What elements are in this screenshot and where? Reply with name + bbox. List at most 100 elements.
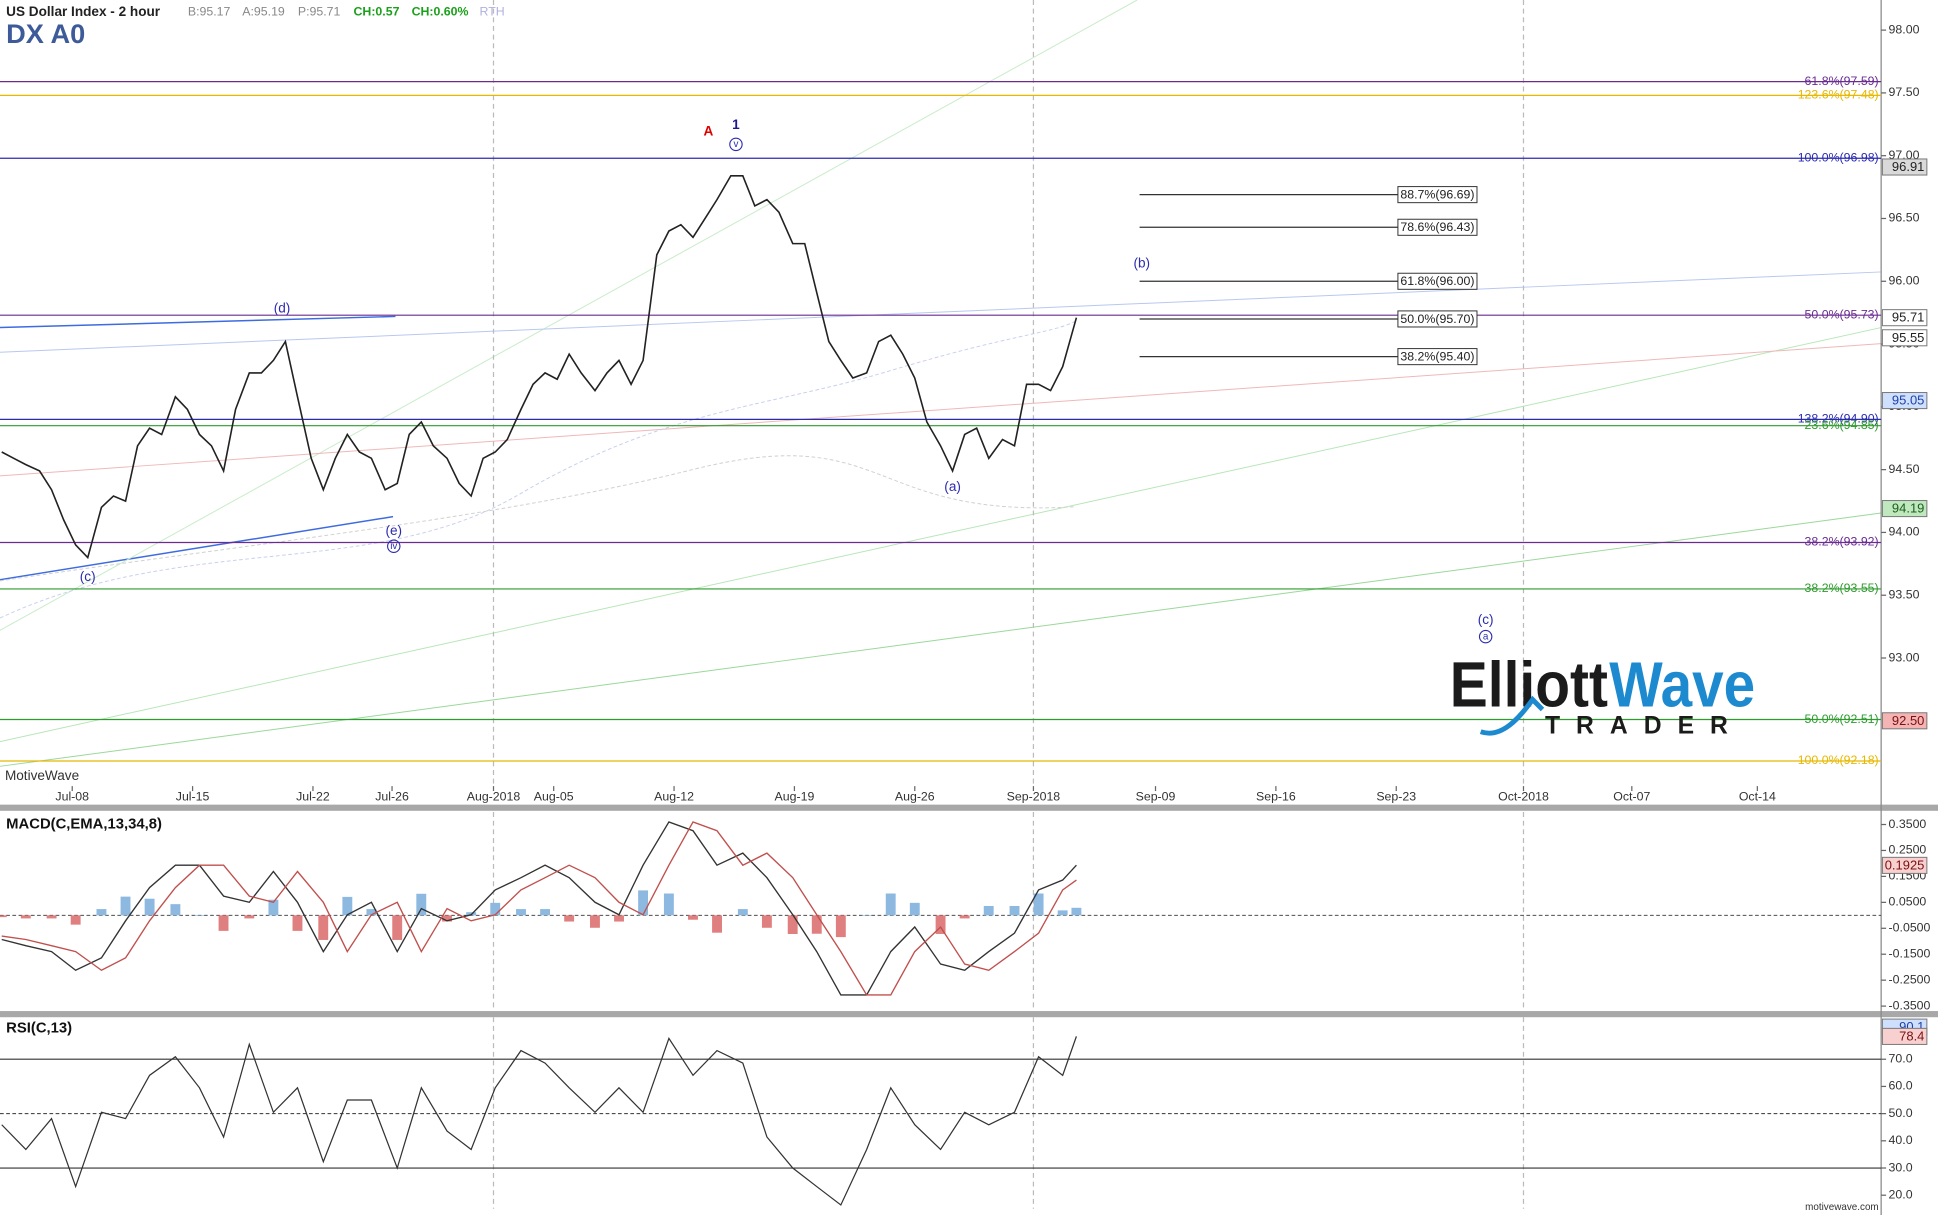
y-tick-label: 94.50: [1889, 462, 1920, 476]
histogram-bar: [909, 902, 920, 916]
wave-label: (a): [944, 479, 961, 494]
histogram-bar: [170, 904, 181, 916]
y-tick-label: -0.0500: [1889, 921, 1931, 935]
wave-label: (d): [274, 300, 291, 315]
y-tick-label: 93.50: [1889, 587, 1920, 601]
y-tick-label: 0.0500: [1889, 895, 1927, 909]
moving-average: [0, 320, 1076, 619]
level-label: 123.6%(97.48): [1798, 88, 1879, 102]
annotation-circle: [1478, 629, 1493, 644]
panel-separator: [0, 804, 1938, 811]
x-tick-label: Aug-05: [534, 789, 574, 803]
wave-label: (e): [385, 523, 402, 538]
histogram-bar: [761, 915, 772, 928]
trend-line: [0, 315, 396, 329]
target-label: 61.8%(96.00): [1400, 274, 1474, 288]
price-tag-label: 95.55: [1892, 330, 1924, 345]
histogram-bar: [983, 905, 994, 916]
y-tick-label: 50.0: [1889, 1106, 1913, 1120]
level-label: 23.6%(94.85): [1805, 418, 1879, 432]
trend-line: [0, 512, 1882, 767]
histogram-bar: [614, 915, 624, 922]
logo-word: Wave: [1609, 649, 1755, 721]
wave-label: 1: [732, 117, 740, 132]
histogram-bar: [638, 890, 649, 916]
price-tag: [1881, 712, 1928, 730]
y-tick-label: -0.1500: [1889, 946, 1931, 960]
y-tick-label: 94.00: [1889, 525, 1920, 539]
level-label: 50.0%(95.73): [1805, 307, 1879, 321]
histogram-bar: [70, 915, 81, 925]
x-tick-label: Jul-08: [55, 789, 89, 803]
price-tag: [1881, 329, 1928, 347]
annotation-circle: [387, 539, 401, 553]
histogram-bar: [959, 915, 970, 919]
histogram-bar: [688, 915, 698, 920]
y-tick-label: 40.0: [1889, 1133, 1913, 1147]
level-label: 38.2%(93.92): [1805, 535, 1879, 549]
histogram-bar: [564, 915, 575, 922]
price-tag-label: 92.50: [1892, 713, 1924, 728]
histogram-bar: [1033, 893, 1044, 916]
histogram-bar: [811, 915, 822, 934]
price-tag: [1881, 1027, 1928, 1045]
price-tag: [1881, 309, 1928, 327]
level-label: 100.0%(92.18): [1798, 753, 1879, 767]
x-tick-label: Sep-2018: [1007, 789, 1061, 803]
histogram-bar: [366, 909, 377, 916]
target-label: 50.0%(95.70): [1400, 312, 1474, 326]
x-tick-label: Sep-16: [1256, 789, 1296, 803]
histogram-bar: [120, 896, 131, 916]
target-box: [1397, 310, 1478, 328]
macd-title: MACD(C,EMA,13,34,8): [6, 816, 162, 832]
source: MotiveWave: [5, 768, 79, 783]
histogram-bar: [861, 915, 872, 916]
histogram-bar: [835, 915, 846, 938]
header-ask: A:95.19: [242, 5, 285, 19]
header-change-pct: CH:0.60%: [412, 5, 469, 19]
x-tick-label: Jul-15: [176, 789, 210, 803]
wave-label: v: [733, 139, 738, 150]
histogram-bar: [194, 915, 205, 916]
histogram-bar: [516, 909, 526, 916]
header-title: US Dollar Index - 2 hour: [6, 4, 161, 19]
y-tick-label: 0.3500: [1889, 817, 1927, 831]
histogram-bar: [292, 915, 303, 931]
header-session: RTH: [480, 5, 505, 19]
histogram-bar: [712, 915, 722, 933]
x-tick-label: Aug-2018: [467, 789, 521, 803]
target-box: [1397, 186, 1478, 204]
wave-label: (c): [80, 569, 96, 584]
wave-label: (b): [1133, 255, 1150, 270]
y-tick-label: 97.00: [1889, 148, 1920, 162]
y-tick-label: 93.00: [1889, 650, 1920, 664]
histogram-bar: [20, 915, 31, 919]
price-tag: [1881, 392, 1928, 410]
y-tick-label: 30.0: [1889, 1160, 1913, 1174]
price-tag-label: 94.19: [1892, 501, 1924, 516]
y-tick-label: 97.50: [1889, 85, 1920, 99]
histogram-bar: [1071, 907, 1082, 916]
histogram-bar: [590, 915, 600, 928]
target-box: [1397, 348, 1478, 366]
histogram-bar: [787, 915, 798, 934]
histogram-bar: [144, 898, 155, 916]
logo: Elliott Wave TRADER: [1450, 649, 1755, 740]
y-tick-label: 60.0: [1889, 1079, 1913, 1093]
x-tick-label: Aug-12: [654, 789, 694, 803]
histogram-bar: [0, 915, 7, 918]
x-tick-label: Oct-2018: [1498, 789, 1549, 803]
price-line: [1, 174, 1078, 560]
y-tick-label: 96.50: [1889, 211, 1920, 225]
wave-label: iv: [390, 541, 397, 552]
histogram-bar: [737, 909, 748, 916]
histogram-bar: [416, 893, 427, 916]
y-tick-label: 0.2500: [1889, 843, 1927, 857]
wave-label: a: [1483, 631, 1489, 642]
histogram-bar: [490, 902, 501, 916]
x-tick-label: Aug-19: [775, 789, 815, 803]
level-label: 138.2%(94.90): [1798, 412, 1879, 426]
